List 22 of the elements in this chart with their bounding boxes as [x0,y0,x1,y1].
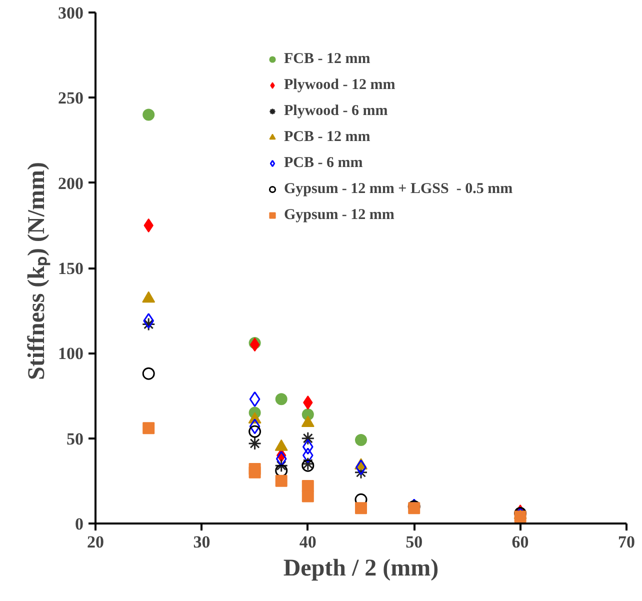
x-tick-label: 20 [87,532,104,552]
legend-label: Plywood - 6 mm [284,102,388,120]
x-tick-label: 30 [193,532,210,552]
y-tick-label: 100 [58,344,84,364]
legend-label: Gypsum - 12 mm [284,206,394,224]
y-tick-label: 200 [58,174,84,193]
legend-label: PCB - 12 mm [284,128,370,146]
x-tick-label: 60 [512,532,529,552]
legend-label: PCB - 6 mm [284,154,363,172]
x-tick-label: 50 [406,532,423,552]
y-tick-label: 150 [58,259,84,278]
x-tick-label: 70 [618,532,635,552]
x-tick-label: 40 [299,532,316,552]
legend-label: Gypsum - 12 mm + LGSS - 0.5 mm [284,180,513,198]
legend-label: Plywood - 12 mm [284,76,396,94]
y-tick-label: 50 [66,429,84,448]
y-tick-label: 300 [58,4,84,22]
y-axis-title: Stiffness (kₚ) (N/mm) [24,162,51,380]
x-axis-title: Depth / 2 (mm) [283,556,439,582]
y-tick-label: 0 [75,514,84,534]
y-tick-label: 250 [58,88,84,108]
legend-label: FCB - 12 mm [284,50,370,68]
